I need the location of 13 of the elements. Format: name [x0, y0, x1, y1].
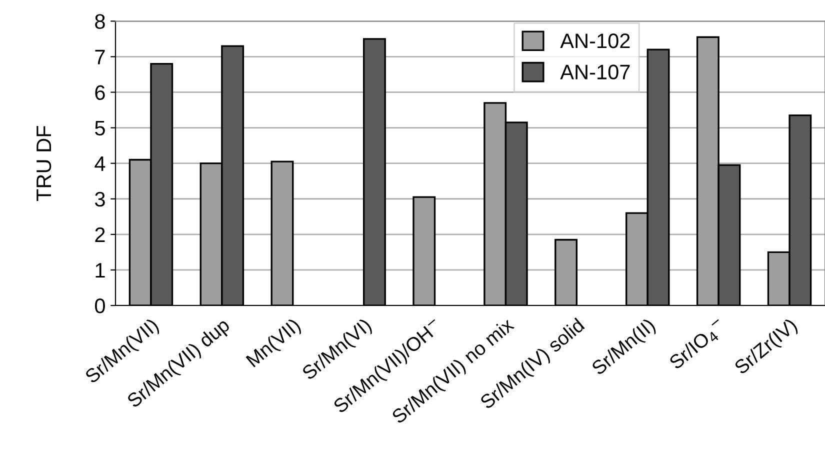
y-tick-label: 7: [95, 50, 105, 64]
legend-label: AN-102: [560, 33, 630, 48]
y-tick-label: 3: [94, 192, 105, 207]
y-tick-label: 1: [96, 263, 105, 278]
legend-label: AN-107: [560, 64, 630, 80]
y-tick-label: 5: [95, 120, 105, 136]
y-tick-label: 0: [95, 298, 105, 314]
y-tick-label: 4: [94, 156, 106, 171]
y-tick-label: 2: [95, 227, 105, 242]
y-axis-title: TRU DF: [36, 126, 52, 202]
y-tick-label: 6: [95, 85, 105, 100]
x-tick-label: Sr/IO$_{4}$$^{−}$: [668, 318, 728, 372]
y-tick-label: 8: [95, 14, 105, 29]
